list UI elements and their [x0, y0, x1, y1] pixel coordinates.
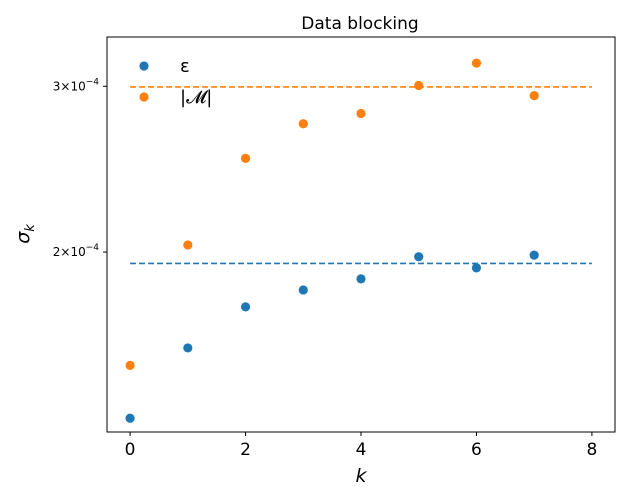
x-axis: 0 2 4 6 8: [125, 432, 597, 460]
data-point-series-1: [471, 58, 482, 68]
y-axis-label: σk: [12, 224, 38, 244]
data-point-series-0: [471, 263, 482, 273]
data-point-series-0: [298, 285, 308, 295]
data-point-series-0: [240, 302, 251, 312]
legend-label-0: ε: [180, 56, 190, 77]
legend-marker-1: [139, 92, 149, 102]
data-point-series-1: [183, 240, 193, 250]
x-tick-label: 0: [125, 440, 136, 460]
x-tick-label: 2: [240, 440, 251, 460]
legend: ε |𝓜|: [139, 56, 212, 108]
y-tick-label: 2×10−4: [53, 243, 100, 259]
data-point-series-1: [125, 360, 135, 370]
data-point-series-1: [414, 80, 424, 91]
data-point-series-0: [529, 250, 539, 260]
x-tick-label: 6: [471, 440, 482, 460]
data-point-series-1: [298, 119, 308, 129]
y-tick-label: 3×10−4: [53, 77, 100, 93]
legend-label-1: |𝓜|: [180, 87, 212, 108]
data-point-series-0: [356, 274, 366, 284]
data-point-series-1: [240, 153, 251, 163]
data-point-series-0: [414, 252, 424, 262]
data-point-series-0: [125, 413, 135, 423]
legend-marker-0: [139, 61, 149, 71]
data-point-series-1: [356, 108, 366, 119]
y-axis: 2×10−4 3×10−4: [53, 77, 107, 259]
x-tick-label: 8: [586, 440, 597, 460]
chart-title: Data blocking: [301, 14, 418, 34]
data-point-series-1: [529, 91, 539, 101]
data-point-series-0: [183, 343, 193, 353]
x-tick-label: 4: [356, 440, 367, 460]
x-axis-label: k: [355, 465, 367, 487]
plot-area: [125, 58, 592, 423]
